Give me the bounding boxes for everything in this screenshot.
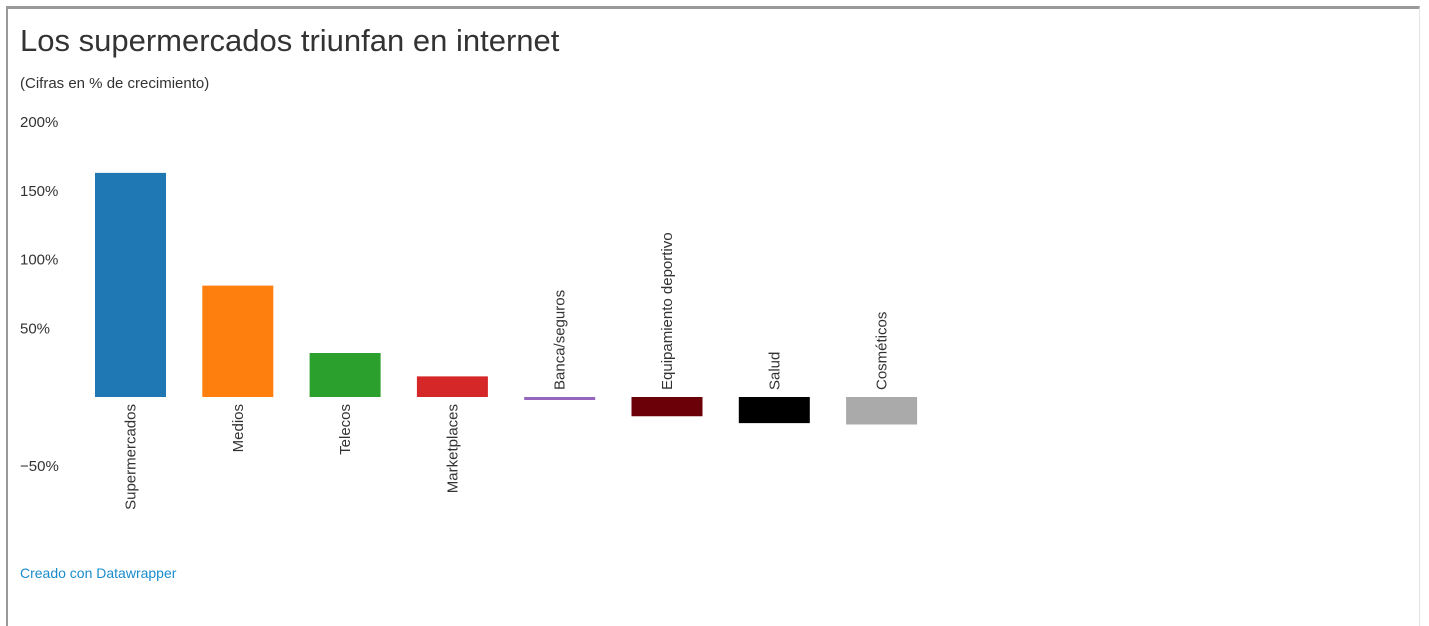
category-label: Marketplaces	[444, 404, 461, 493]
category-label: Medios	[230, 404, 247, 452]
bar-banca-seguros	[524, 397, 596, 400]
y-tick-label: 200%	[20, 114, 58, 131]
y-axis: 200% 150% 100% 50% −50%	[20, 114, 59, 475]
bar-equipamiento-deportivo	[631, 397, 703, 417]
category-label: Banca/seguros	[552, 290, 569, 390]
bar-chart: 200% 150% 100% 50% −50% Supermercados Medios T…	[20, 114, 918, 510]
bar-marketplaces	[416, 376, 488, 397]
y-tick-label: 150%	[20, 183, 58, 200]
bars	[95, 172, 918, 425]
chart-container: Los supermercados triunfan en internet (…	[6, 6, 1420, 626]
chart-subtitle: (Cifras en % de crecimiento)	[20, 75, 210, 92]
bar-telecos	[309, 353, 381, 397]
category-labels: Supermercados Medios Telecos Marketplaces Ba…	[123, 232, 891, 510]
bar-supermercados	[95, 172, 166, 397]
chart-title: Los supermercados triunfan en internet	[20, 23, 560, 58]
category-label: Salud	[766, 352, 783, 390]
category-label: Equipamiento deportivo	[659, 232, 676, 390]
bar-cosm-ticos	[846, 397, 918, 425]
category-label: Cosméticos	[874, 312, 891, 390]
category-label: Telecos	[337, 404, 354, 455]
bar-medios	[202, 285, 274, 397]
category-label: Supermercados	[123, 404, 140, 510]
datawrapper-credit-link[interactable]: Creado con Datawrapper	[20, 565, 177, 581]
y-tick-label: −50%	[20, 458, 59, 475]
y-tick-label: 50%	[20, 320, 50, 337]
bar-salud	[738, 397, 810, 424]
y-tick-label: 100%	[20, 252, 58, 269]
